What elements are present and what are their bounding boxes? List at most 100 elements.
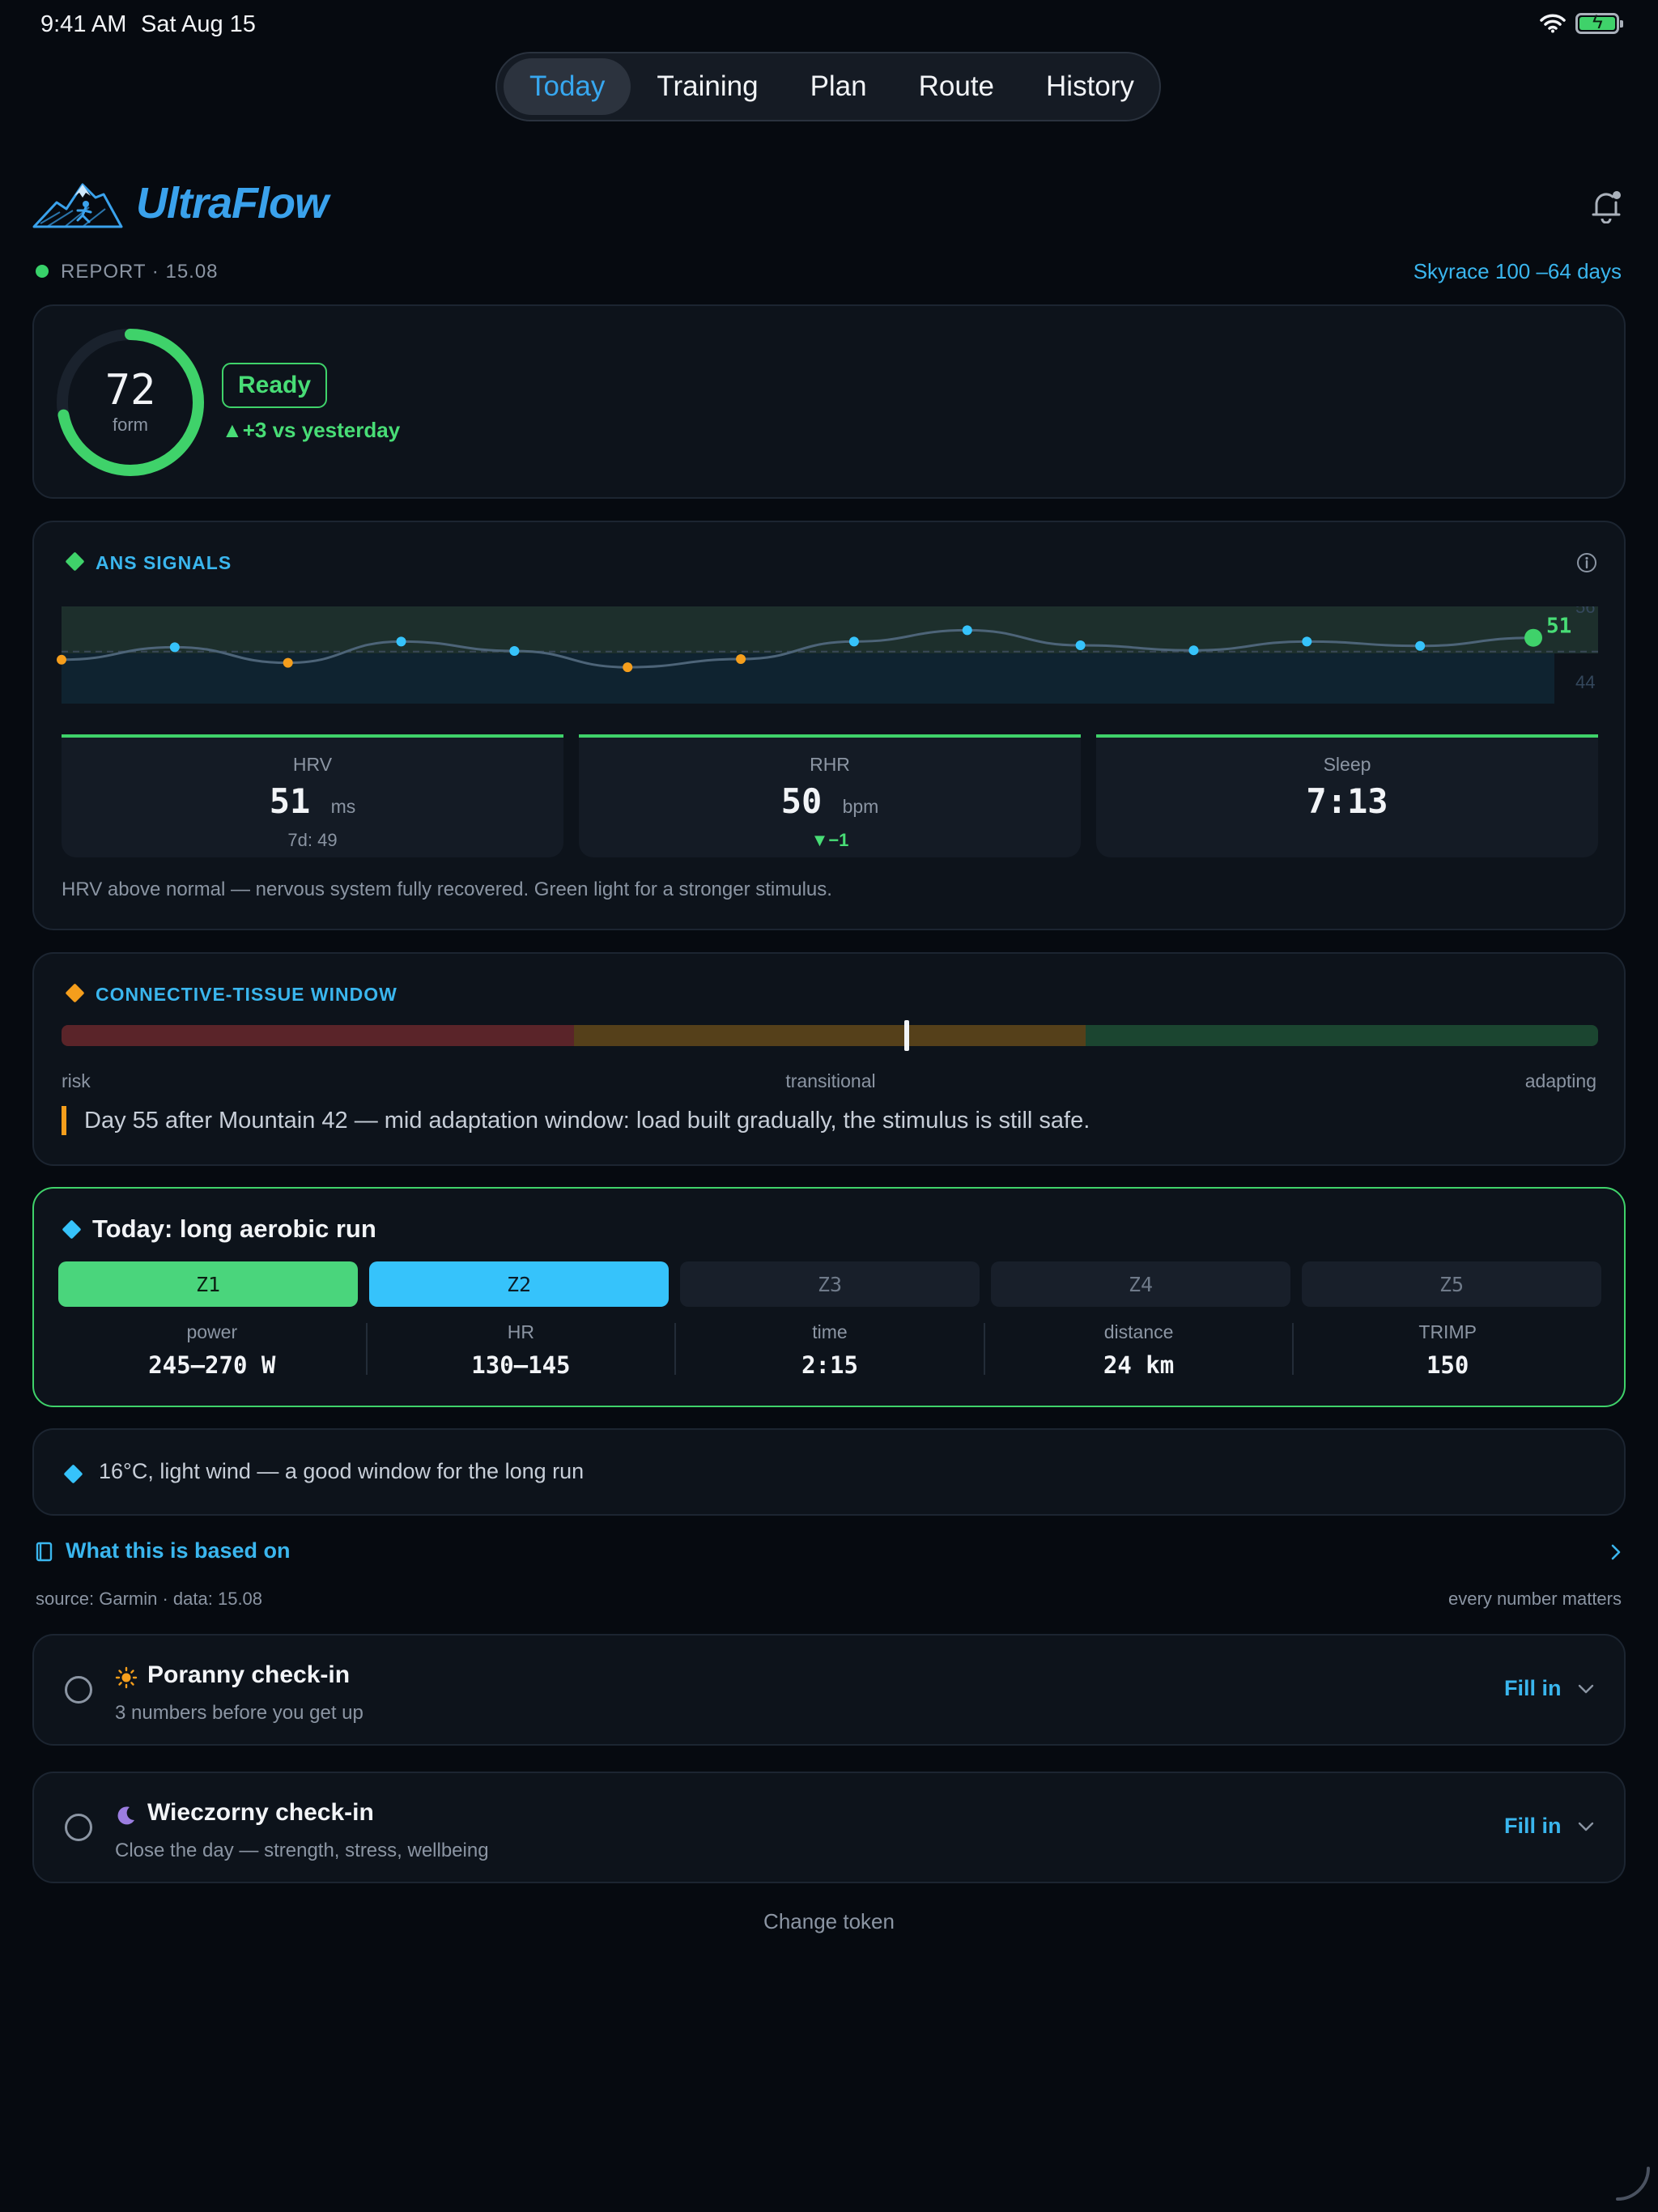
hrv-line	[61, 628, 1534, 669]
data-point	[1415, 640, 1426, 651]
chevron-down-icon[interactable]	[1577, 1682, 1595, 1695]
status-date: Sat Aug 15	[141, 11, 256, 37]
ctw-diamond-icon	[65, 983, 85, 1003]
today-workout-card[interactable]: Today: long aerobic run Z1 Z2 Z3 Z4 Z5 p…	[32, 1187, 1626, 1407]
zone-z2: Z2	[369, 1261, 669, 1307]
y-tick-label: 44	[1575, 672, 1595, 692]
metric-value: 7:13	[1306, 781, 1388, 821]
stat-time: time 2:15	[674, 1321, 984, 1379]
chevron-right-icon[interactable]	[1609, 1543, 1622, 1561]
ctw-segment-transitional	[573, 1025, 1086, 1046]
tab-today[interactable]: Today	[504, 58, 631, 115]
bell-icon[interactable]	[1590, 188, 1622, 223]
form-card: 72 form Ready ▲+3 vs yesterday	[32, 304, 1626, 499]
last-value-label: 51	[1546, 615, 1571, 639]
checkin-checkbox[interactable]	[65, 1676, 92, 1704]
data-point	[623, 662, 633, 673]
evening-checkin-card[interactable]: Wieczorny check-in Close the day — stren…	[32, 1772, 1626, 1883]
ctw-title: CONNECTIVE-TISSUE WINDOW	[96, 984, 397, 1005]
normal-band	[62, 606, 1598, 654]
morning-checkin-card[interactable]: Poranny check-in 3 numbers before you ge…	[32, 1634, 1626, 1746]
info-icon[interactable]	[1575, 551, 1598, 574]
workout-diamond-icon	[62, 1219, 82, 1240]
ctw-label-transitional: transitional	[785, 1070, 876, 1091]
workout-stats: power 245–270 W HR 130–145 time 2:15 dis…	[58, 1321, 1601, 1379]
metric-sub: ▼−1	[810, 830, 849, 850]
race-countdown[interactable]: Skyrace 100 –64 days	[1413, 259, 1622, 283]
weather-diamond-icon	[63, 1464, 83, 1484]
tab-bar: Today Training Plan Route History	[495, 52, 1161, 121]
resize-handle-icon	[1616, 2167, 1650, 2201]
data-point-latest	[1524, 628, 1542, 647]
connective-tissue-card: CONNECTIVE-TISSUE WINDOW risk transition…	[32, 952, 1626, 1166]
zone-bar: Z1 Z2 Z3 Z4 Z5	[58, 1261, 1601, 1307]
tab-plan[interactable]: Plan	[810, 70, 867, 102]
form-ring	[57, 329, 204, 476]
data-point	[1075, 640, 1086, 650]
metric-value: 50 bpm	[780, 781, 879, 821]
zone-z1: Z1	[58, 1261, 358, 1307]
weather-card: 16°C, light wind — a good window for the…	[32, 1428, 1626, 1516]
ctw-segment-risk	[62, 1025, 574, 1046]
data-point	[396, 636, 406, 647]
based-on-link[interactable]: What this is based on	[66, 1538, 291, 1563]
moon-icon	[117, 1806, 134, 1825]
ctw-marker	[903, 1020, 909, 1051]
data-point	[283, 657, 293, 668]
checkin-title: Wieczorny check-in	[147, 1799, 374, 1826]
checkin-subtitle: Close the day — strength, stress, wellbe…	[115, 1840, 489, 1861]
y-tick-label: 56	[1575, 606, 1595, 617]
report-status-dot	[36, 265, 49, 278]
ans-title: ANS SIGNALS	[96, 552, 232, 573]
metric-sub: 7d: 49	[287, 830, 338, 850]
tab-history[interactable]: History	[1046, 70, 1134, 102]
tab-training[interactable]: Training	[657, 70, 759, 102]
change-token-link[interactable]: Change token	[763, 1909, 895, 1933]
data-source: source: Garmin · data: 15.08	[36, 1589, 263, 1609]
data-point	[848, 636, 859, 647]
metric-label: HRV	[292, 754, 333, 775]
zone-z5: Z5	[1302, 1261, 1601, 1307]
data-point	[736, 654, 746, 665]
checkin-title: Poranny check-in	[147, 1661, 351, 1688]
fill-in-button[interactable]: Fill in	[1504, 1814, 1562, 1838]
status-badge: Ready	[222, 363, 328, 408]
brand-name: UltraFlow	[136, 179, 329, 228]
chevron-down-icon[interactable]	[1577, 1820, 1595, 1833]
ans-diamond-icon	[65, 551, 85, 572]
book-icon	[36, 1542, 53, 1562]
form-delta: ▲+3 vs yesterday	[222, 418, 401, 442]
metric-rhr: RHR 50 bpm ▼−1	[579, 734, 1081, 857]
weather-text: 16°C, light wind — a good window for the…	[99, 1459, 585, 1483]
ctw-bar	[62, 1025, 1598, 1046]
data-point	[169, 642, 180, 653]
checkin-checkbox[interactable]	[65, 1814, 92, 1841]
metric-sleep: Sleep 7:13	[1096, 734, 1598, 857]
ctw-label-risk: risk	[62, 1070, 91, 1091]
report-label: REPORT · 15.08	[61, 261, 219, 283]
workout-title: Today: long aerobic run	[92, 1214, 376, 1243]
data-point	[1188, 645, 1199, 656]
metric-label: Sleep	[1323, 754, 1371, 775]
data-point	[509, 645, 520, 656]
battery-icon: ϟ	[1575, 12, 1623, 34]
fill-in-button[interactable]: Fill in	[1504, 1676, 1562, 1700]
checkin-subtitle: 3 numbers before you get up	[115, 1702, 363, 1724]
zone-z3: Z3	[680, 1261, 980, 1307]
data-point	[1302, 636, 1312, 647]
stat-power: power 245–270 W	[148, 1321, 276, 1379]
stat-hr: HR 130–145	[365, 1321, 675, 1379]
wifi-icon	[1540, 14, 1566, 33]
data-point	[57, 654, 66, 665]
status-icons: ϟ	[1540, 12, 1623, 34]
metric-label: RHR	[810, 754, 850, 775]
ctw-note: Day 55 after Mountain 42 — mid adaptatio…	[62, 1106, 1090, 1135]
tagline: every number matters	[1448, 1589, 1622, 1609]
ans-note: HRV above normal — nervous system fully …	[62, 878, 832, 900]
status-bar: 9:41 AM Sat Aug 15 ϟ	[0, 0, 1658, 52]
tab-route[interactable]: Route	[918, 70, 995, 102]
ans-chart: 51 56 44	[57, 606, 1598, 704]
metric-hrv: HRV 51 ms 7d: 49	[62, 734, 563, 857]
stat-distance: distance 24 km	[983, 1321, 1293, 1379]
zone-z4: Z4	[991, 1261, 1290, 1307]
